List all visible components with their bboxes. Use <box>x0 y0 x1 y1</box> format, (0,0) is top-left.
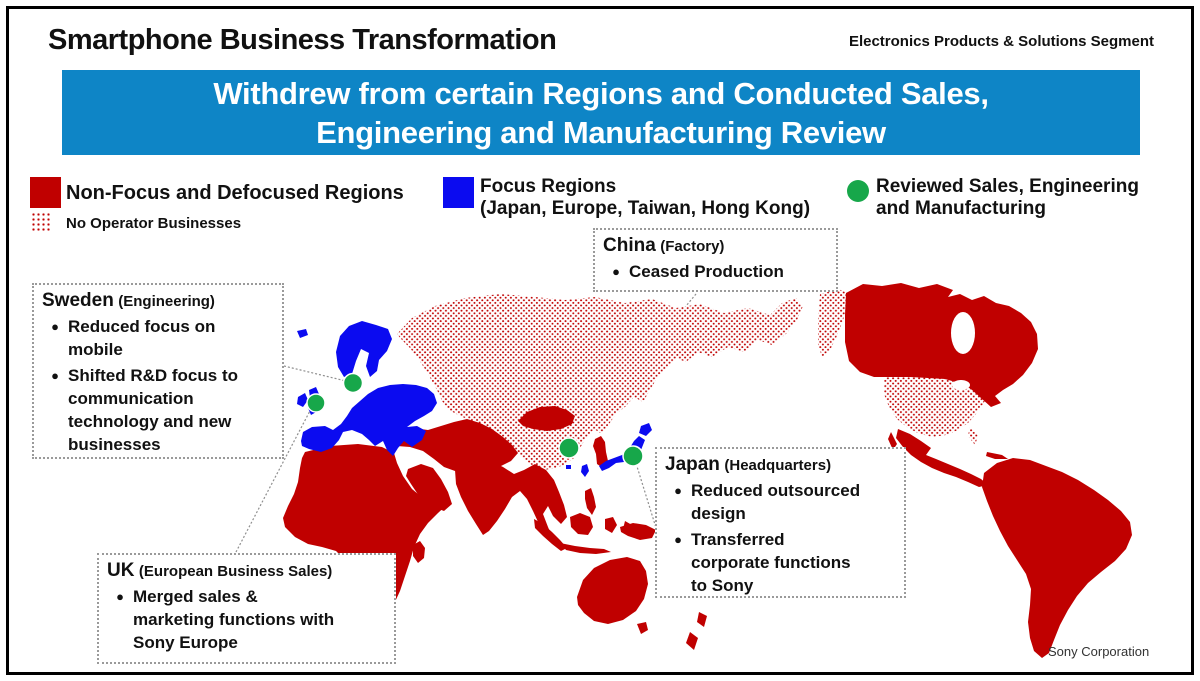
callout-country: Sweden <box>42 290 114 311</box>
callout-bullet: ● Transferred corporate functions to Sony <box>665 528 896 597</box>
map-region-africa <box>283 444 450 612</box>
legend-label-no-operator: No Operator Businesses <box>66 215 242 232</box>
legend-swatch-non-focus <box>30 177 61 208</box>
callout-qualifier: (Engineering) <box>118 293 215 310</box>
callout-bullet: ● Shifted R&D focus to communication tech… <box>42 364 274 456</box>
callout-bullet: ● Merged sales & marketing functions with… <box>107 585 386 654</box>
map-region-new-zealand-south <box>686 632 698 650</box>
focus-regions <box>297 321 652 477</box>
bullet-icon: ● <box>51 368 59 383</box>
callout-bullet: ● Reduced focus on mobile <box>42 315 274 361</box>
callout-uk: UK (European Business Sales) ● Merged sal… <box>97 553 396 664</box>
map-region-russia-china-no-operator <box>397 294 803 470</box>
map-region-honshu <box>599 436 645 471</box>
leader-line-uk <box>235 406 313 553</box>
legend-swatch-focus <box>443 177 474 208</box>
map-region-borneo <box>570 513 593 535</box>
bullet-icon: ● <box>612 264 620 279</box>
leader-line-sweden <box>283 365 351 383</box>
legend-label-focus: Focus Regions (Japan, Europe, Taiwan, Ho… <box>480 176 810 220</box>
legend-label-focus-line1: Focus Regions <box>480 176 617 197</box>
map-region-scandinavia <box>336 321 392 377</box>
review-markers <box>306 372 644 467</box>
non-focus-regions <box>283 283 1132 658</box>
banner-line-1: Withdrew from certain Regions and Conduc… <box>213 75 989 111</box>
map-region-mexico-central-america <box>896 429 988 487</box>
banner-line-2: Engineering and Manufacturing Review <box>316 114 886 150</box>
callout-bullet: ● Ceased Production <box>603 260 828 283</box>
page-title: Smartphone Business Transformation <box>48 24 557 56</box>
legend-swatch-reviewed <box>847 180 869 202</box>
map-region-florida <box>968 426 978 445</box>
bullet-icon: ● <box>674 483 682 498</box>
map-region-india-indochina <box>455 457 567 539</box>
map-region-canada <box>845 283 1038 407</box>
legend-swatch-no-operator <box>31 212 52 233</box>
map-region-taiwan <box>581 464 589 477</box>
leader-line-japan <box>634 459 658 532</box>
legend-label-reviewed-line2: and Manufacturing <box>876 198 1046 219</box>
callout-japan: Japan (Headquarters) ● Reduced outsourced… <box>655 447 906 598</box>
callout-japan-title: Japan (Headquarters) <box>665 454 896 476</box>
map-region-alaska-no-operator <box>818 289 850 357</box>
callout-china: China (Factory) ● Ceased Production <box>593 228 838 292</box>
map-region-new-guinea <box>620 523 656 540</box>
map-region-ireland <box>297 393 308 407</box>
callout-china-title: China (Factory) <box>603 235 828 257</box>
callout-country: UK <box>107 560 135 581</box>
review-marker-china <box>558 437 580 459</box>
map-region-usa-no-operator <box>884 377 993 437</box>
bullet-icon: ● <box>674 532 682 547</box>
map-region-cuba <box>986 452 1008 459</box>
map-region-australia <box>577 557 648 624</box>
map-region-java <box>560 543 611 554</box>
map-region-korea <box>593 436 608 468</box>
banner: Withdrew from certain Regions and Conduc… <box>62 70 1140 155</box>
review-marker-uk <box>306 393 326 413</box>
callout-bullet: ● Reduced outsourced design <box>665 479 896 525</box>
callout-sweden-title: Sweden (Engineering) <box>42 290 274 312</box>
legend-label-reviewed-line1: Reviewed Sales, Engineering <box>876 176 1139 197</box>
legend-label-focus-line2: (Japan, Europe, Taiwan, Hong Kong) <box>480 198 811 219</box>
map-region-hokkaido <box>639 423 652 436</box>
bullet-icon: ● <box>51 319 59 334</box>
map-region-hong-kong <box>566 465 571 469</box>
legend-label-non-focus: Non-Focus and Defocused Regions <box>66 182 404 204</box>
bullet-icon: ● <box>116 589 124 604</box>
map-region-sulawesi <box>605 517 617 533</box>
hudson-bay <box>951 312 975 354</box>
segment-label: Electronics Products & Solutions Segment <box>848 33 1154 50</box>
callout-qualifier: (Factory) <box>660 238 725 255</box>
footer-note: Sony Corporation <box>1048 644 1150 659</box>
map-region-philippines <box>585 488 596 515</box>
callout-qualifier: (Headquarters) <box>724 457 832 474</box>
map-region-europe <box>301 384 437 456</box>
map-region-south-america <box>982 458 1132 658</box>
review-marker-sweden <box>342 372 364 394</box>
map-region-tasmania <box>637 622 648 634</box>
map-region-baja <box>888 432 897 450</box>
map-region-sumatra <box>534 519 567 551</box>
callout-uk-title: UK (European Business Sales) <box>107 560 386 582</box>
map-region-new-zealand-north <box>697 612 707 627</box>
review-marker-japan <box>622 445 644 467</box>
map-region-madagascar <box>413 541 425 563</box>
map-region-iceland <box>297 329 308 338</box>
legend-label-reviewed: Reviewed Sales, Engineering and Manufact… <box>876 176 1139 220</box>
callout-country: China <box>603 235 656 256</box>
callout-country: Japan <box>665 454 720 475</box>
map-region-mongolia <box>518 406 575 431</box>
callout-sweden: Sweden (Engineering) ● Reduced focus on m… <box>32 283 284 459</box>
callout-qualifier: (European Business Sales) <box>138 563 333 580</box>
map-region-arabia <box>406 464 452 511</box>
great-lakes <box>952 380 970 390</box>
